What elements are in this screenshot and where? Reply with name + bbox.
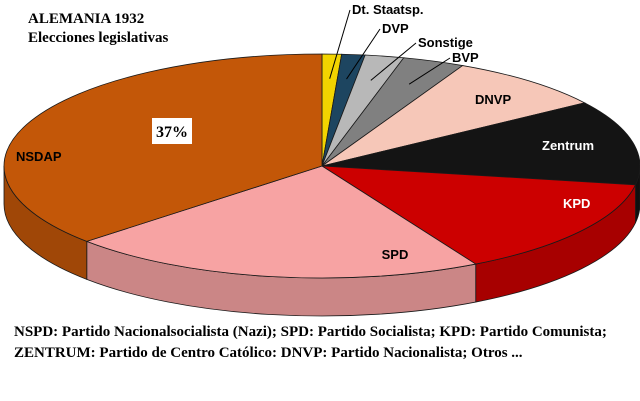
slice-label-bvp: BVP [452, 50, 479, 65]
pie-slices [3, 53, 640, 279]
slice-label-dnvp: DNVP [475, 92, 511, 107]
slice-label-nsdap: NSDAP [16, 149, 62, 164]
leader-line-dt-staatsp [329, 9, 351, 79]
slice-label-spd: SPD [382, 247, 409, 262]
slice-spd [85, 165, 477, 279]
slice-dnvp [321, 65, 586, 167]
leader-line-sonstige [370, 42, 417, 81]
chart-title: ALEMANIA 1932 [28, 11, 145, 27]
slice-label-dvp: DVP [382, 21, 409, 36]
slice-label-dt-staatsp: Dt. Staatsp. [352, 2, 424, 17]
leader-line-dvp [346, 28, 381, 80]
chart-title-block: ALEMANIA 1932 Elecciones legislativas [28, 10, 168, 48]
chart-subtitle: Elecciones legislativas [28, 30, 169, 46]
legend-caption: NSPD: Partido Nacionalsocialista (Nazi);… [14, 324, 607, 361]
slice-nsdap [3, 53, 323, 242]
leader-line-bvp [408, 57, 451, 85]
slice-label-zentrum: Zentrum [542, 138, 594, 153]
slice-kpd [320, 165, 637, 265]
slice-label-sonstige: Sonstige [418, 35, 473, 50]
slice-label-kpd: KPD [563, 196, 590, 211]
pct-label-nsdap: 37% [156, 124, 188, 141]
pct-label-box [152, 118, 192, 144]
slice-zentrum [321, 102, 640, 186]
